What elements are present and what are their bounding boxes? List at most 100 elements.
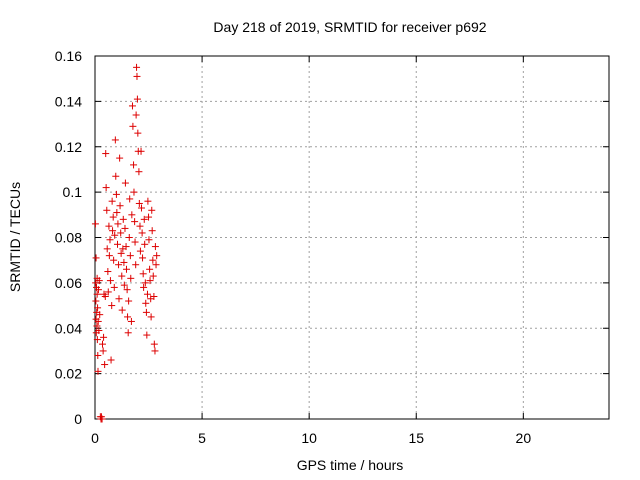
data-point [109, 213, 117, 221]
data-point [133, 95, 141, 103]
data-point [145, 236, 153, 244]
data-point [143, 290, 151, 298]
data-point [98, 415, 106, 423]
data-point [124, 329, 132, 337]
y-tick-label: 0.06 [55, 275, 82, 291]
data-point [151, 347, 159, 355]
data-point [141, 240, 149, 248]
data-point [130, 188, 138, 196]
data-point [119, 215, 127, 223]
data-point [123, 286, 131, 294]
data-point [94, 286, 102, 294]
data-point [149, 256, 157, 264]
data-point [141, 279, 149, 287]
data-point [150, 292, 158, 300]
data-point [92, 279, 100, 287]
data-point [110, 283, 118, 291]
x-tick-label: 0 [91, 430, 99, 446]
data-point [133, 72, 141, 80]
data-point [93, 336, 101, 344]
data-point [148, 227, 156, 235]
data-point [150, 340, 158, 348]
data-point [92, 297, 100, 305]
data-point [131, 218, 139, 226]
data-point [105, 252, 113, 260]
x-tick-label: 5 [198, 430, 206, 446]
data-point [142, 299, 150, 307]
data-point [145, 213, 153, 221]
data-point [103, 206, 111, 214]
data-point [104, 268, 112, 276]
axis-ticks: 0 0.02 0.04 0.06 0.08 0.1 0.12 0.14 0.16 0 5 10 15 20 [55, 48, 609, 446]
data-points [91, 63, 161, 423]
data-point [135, 168, 143, 176]
data-point [94, 304, 102, 312]
data-point [114, 220, 122, 228]
data-point [146, 277, 154, 285]
data-point [99, 347, 107, 355]
data-point [134, 129, 142, 137]
data-point [95, 277, 103, 285]
data-point [102, 184, 110, 192]
data-point [135, 199, 143, 207]
data-point [94, 367, 102, 375]
x-axis-label: GPS time / hours [297, 457, 404, 473]
data-point [118, 306, 126, 314]
data-point [138, 229, 146, 237]
data-point [104, 288, 112, 296]
data-point [151, 243, 159, 251]
data-point [115, 261, 123, 269]
data-point [142, 308, 150, 316]
data-point [118, 272, 126, 280]
data-point [124, 313, 132, 321]
data-point [120, 258, 128, 266]
data-point [127, 317, 135, 325]
data-point [107, 356, 115, 364]
data-point [112, 172, 120, 180]
y-tick-label: 0.14 [55, 93, 82, 109]
y-tick-label: 0.16 [55, 48, 82, 64]
y-tick-label: 0.08 [55, 230, 82, 246]
data-point [117, 249, 125, 257]
data-point [117, 229, 125, 237]
data-point [139, 254, 147, 262]
data-point [137, 204, 145, 212]
data-point [122, 265, 130, 273]
data-point [110, 256, 118, 264]
data-point [137, 147, 145, 155]
data-point [92, 254, 100, 262]
data-point [132, 111, 140, 119]
data-point [132, 261, 140, 269]
y-axis-label: SRMTID / TECUs [7, 182, 23, 292]
data-point [111, 136, 119, 144]
data-point [111, 231, 119, 239]
data-point [106, 236, 114, 244]
data-point [121, 179, 129, 187]
data-point [108, 197, 116, 205]
x-tick-label: 20 [516, 430, 532, 446]
data-point [116, 154, 124, 162]
data-point [113, 240, 121, 248]
y-tick-label: 0.02 [55, 366, 82, 382]
data-point [106, 277, 114, 285]
data-point [129, 122, 137, 130]
data-point [146, 265, 154, 273]
x-tick-label: 15 [408, 430, 424, 446]
data-point [103, 245, 111, 253]
data-point [98, 340, 106, 348]
data-point [93, 322, 101, 330]
data-point [93, 290, 101, 298]
y-tick-label: 0.12 [55, 139, 82, 155]
y-tick-label: 0.1 [63, 184, 83, 200]
data-point [96, 311, 104, 319]
data-point [113, 209, 121, 217]
data-point [122, 243, 130, 251]
data-point [128, 211, 136, 219]
data-point [100, 333, 108, 341]
data-point [120, 281, 128, 289]
data-point [126, 252, 134, 260]
data-point [149, 272, 157, 280]
data-point [148, 206, 156, 214]
data-point [139, 270, 147, 278]
